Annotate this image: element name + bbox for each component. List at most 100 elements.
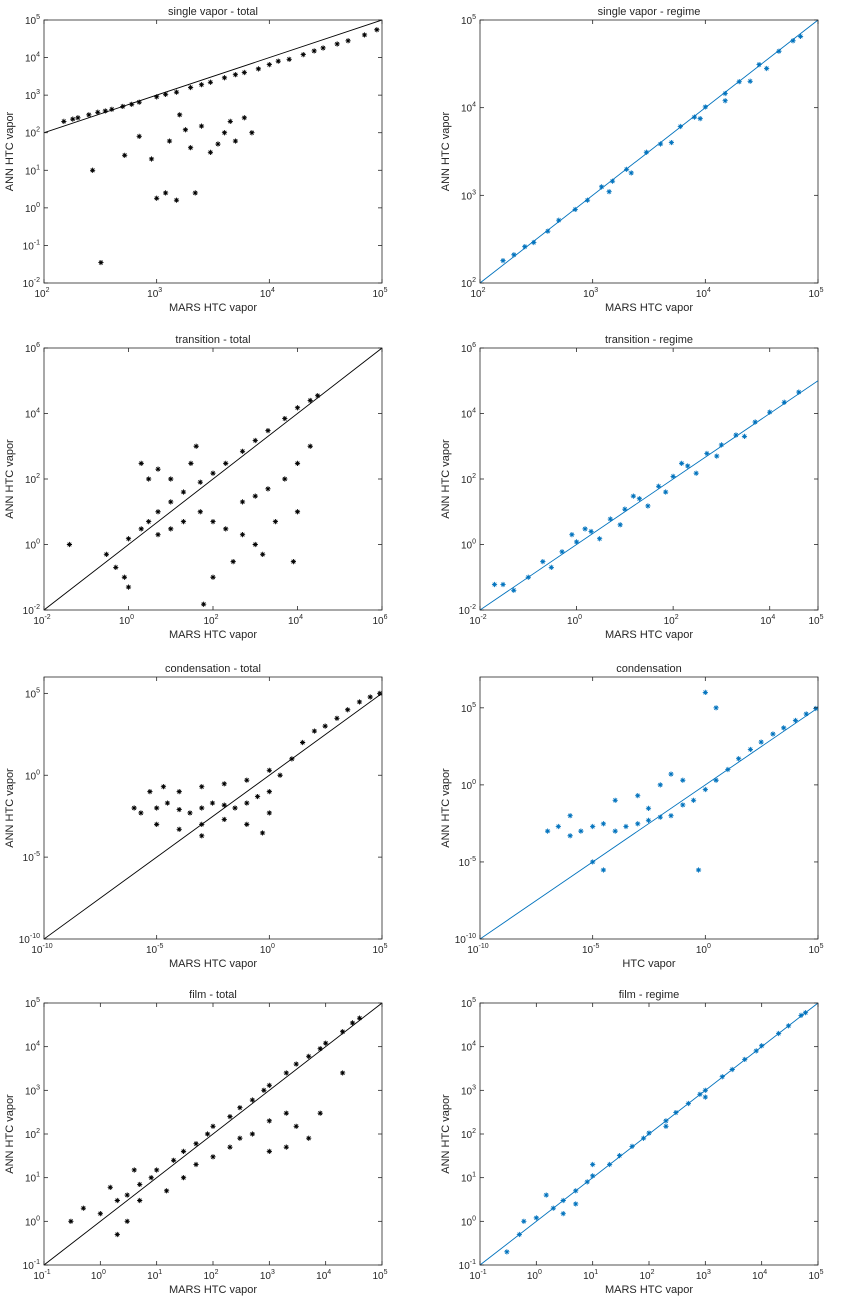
- data-point: [533, 1215, 539, 1221]
- data-point: [252, 493, 258, 499]
- data-point: [136, 99, 142, 105]
- plot-title: film - regime: [619, 989, 680, 1001]
- data-point: [663, 489, 669, 495]
- data-point: [334, 41, 340, 47]
- x-axis-label: MARS HTC vapor: [169, 302, 257, 314]
- reference-line: [480, 20, 818, 283]
- data-point: [122, 152, 128, 158]
- data-point: [673, 1109, 679, 1116]
- data-point: [109, 106, 115, 112]
- data-point: [781, 725, 787, 731]
- data-point: [500, 258, 506, 264]
- x-axis-label: HTC vapor: [622, 958, 676, 970]
- data-point: [66, 541, 73, 548]
- data-point: [522, 244, 528, 250]
- y-tick-label: 10-1: [23, 239, 40, 252]
- data-point: [154, 1167, 160, 1173]
- data-point: [759, 1043, 765, 1049]
- data-point: [68, 1218, 74, 1224]
- data-point: [670, 473, 676, 480]
- x-tick-label: 100: [696, 943, 711, 956]
- axis-ticks: 10-1 100 101 102 103 104 105 10-1 100 101 102 103 10…: [459, 997, 824, 1282]
- data-point: [668, 771, 674, 777]
- data-point: [180, 1175, 187, 1181]
- data-point: [597, 536, 603, 542]
- data-point: [266, 62, 272, 68]
- data-point: [543, 1192, 549, 1198]
- data-point: [322, 723, 328, 729]
- data-point: [210, 1123, 216, 1129]
- data-point: [600, 821, 607, 827]
- data-point: [718, 442, 725, 448]
- reference-line: [44, 693, 382, 939]
- data-point: [283, 1144, 289, 1150]
- x-tick-label: 100: [527, 1269, 542, 1282]
- y-tick-label: 10-10: [19, 933, 40, 946]
- data-point: [176, 806, 182, 813]
- data-point: [590, 1161, 596, 1168]
- data-point: [334, 715, 340, 721]
- data-point: [630, 493, 636, 499]
- data-point: [645, 817, 652, 823]
- data-point: [704, 450, 710, 457]
- y-tick-label: 10-2: [459, 604, 476, 617]
- y-axis-label: ANN HTC vapor: [440, 768, 452, 848]
- data-point: [210, 519, 216, 525]
- data-point: [560, 1197, 566, 1204]
- data-point: [781, 399, 787, 405]
- data-point: [210, 1154, 216, 1160]
- data-point: [598, 184, 605, 190]
- x-tick-label: 101: [583, 1269, 598, 1282]
- plot-title: condensation - total: [165, 663, 261, 675]
- x-tick-label: 102: [203, 614, 218, 627]
- data-point: [160, 784, 167, 790]
- x-tick-label: 101: [147, 1269, 162, 1282]
- data-point: [612, 828, 618, 834]
- y-tick-label: 101: [25, 1172, 40, 1185]
- data-point: [646, 1130, 652, 1136]
- data-point: [349, 1020, 356, 1026]
- plot-title: single vapor - regime: [598, 6, 701, 18]
- data-point: [266, 1118, 272, 1124]
- data-point: [113, 564, 119, 570]
- data-point: [239, 532, 246, 538]
- y-tick-label: 100: [461, 1215, 476, 1228]
- data-point: [573, 539, 580, 545]
- data-point: [244, 821, 250, 827]
- data-point: [168, 476, 174, 482]
- y-tick-label: 101: [25, 164, 40, 177]
- data-point: [260, 551, 266, 557]
- data-point: [221, 75, 228, 81]
- data-point: [695, 867, 702, 873]
- x-tick-label: 106: [372, 614, 387, 627]
- x-tick-label: 10-5: [582, 943, 599, 956]
- data-point: [306, 1053, 312, 1059]
- data-point: [722, 90, 728, 97]
- data-point: [607, 516, 613, 522]
- data-point: [199, 821, 205, 827]
- data-point: [249, 130, 255, 136]
- data-point: [138, 526, 144, 532]
- y-tick-label: 10-2: [23, 604, 40, 617]
- y-tick-label: 105: [461, 702, 476, 715]
- data-point: [545, 828, 551, 834]
- data-point: [540, 559, 546, 565]
- data-point: [244, 777, 250, 783]
- x-tick-label: 105: [372, 943, 387, 956]
- data-point: [80, 1205, 86, 1211]
- data-point: [500, 581, 506, 588]
- data-point: [221, 802, 227, 808]
- y-tick-label: 105: [25, 687, 40, 700]
- reference-line: [480, 707, 818, 939]
- y-tick-label: 102: [25, 127, 40, 140]
- data-point: [155, 466, 161, 472]
- data-point: [239, 448, 246, 454]
- x-tick-label: 10-2: [33, 614, 50, 627]
- y-tick-label: 100: [25, 1215, 40, 1228]
- y-tick-label: 100: [461, 539, 476, 552]
- y-tick-label: 102: [25, 1128, 40, 1141]
- data-point: [102, 108, 108, 114]
- data-point: [237, 1135, 243, 1141]
- data-point: [645, 805, 652, 811]
- data-point: [137, 1197, 143, 1204]
